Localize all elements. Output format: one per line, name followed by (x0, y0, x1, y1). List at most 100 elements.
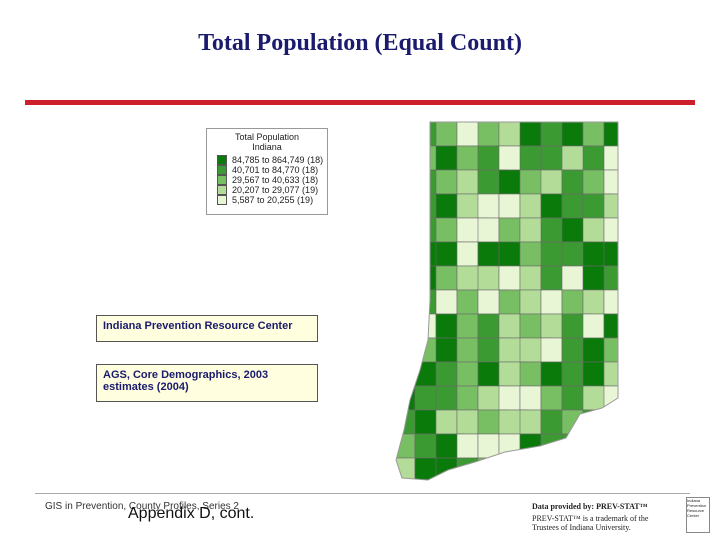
title: Total Population (Equal Count) (198, 30, 522, 56)
legend-entry: 40,701 to 84,770 (18) (217, 165, 327, 175)
legend-label: 29,567 to 40,633 (18) (232, 175, 319, 185)
county (414, 409, 437, 435)
county (540, 313, 563, 339)
county (477, 361, 500, 387)
county (582, 145, 605, 171)
county (540, 433, 563, 459)
county (603, 385, 618, 411)
county (498, 241, 521, 267)
county (414, 385, 437, 411)
county (435, 169, 458, 195)
county (603, 289, 618, 315)
county (477, 265, 500, 291)
series-text: GIS in Prevention, County Profiles, Seri… (45, 501, 239, 512)
county (477, 457, 508, 480)
county (519, 122, 542, 147)
county (456, 385, 479, 411)
county (435, 457, 458, 480)
county (519, 313, 542, 339)
county (414, 289, 437, 315)
legend-title: Total Population (234, 132, 300, 142)
county (582, 313, 605, 339)
county (540, 145, 563, 171)
county (396, 145, 416, 171)
county (603, 433, 618, 459)
legend-label: 20,207 to 29,077 (19) (232, 185, 319, 195)
county (456, 145, 479, 171)
county (519, 457, 542, 480)
county (414, 457, 437, 480)
county (456, 433, 479, 459)
county (396, 122, 416, 147)
county (396, 337, 416, 363)
legend-swatch (217, 195, 227, 205)
county (414, 169, 437, 195)
county (540, 337, 563, 363)
county (435, 193, 458, 219)
county (498, 433, 521, 459)
county (519, 145, 542, 171)
county (498, 217, 521, 243)
legend-entry: 29,567 to 40,633 (18) (217, 175, 327, 185)
legend: Total Population Indiana 84,785 to 864,7… (206, 128, 328, 215)
county (396, 289, 424, 315)
county (396, 385, 416, 411)
county (498, 385, 521, 411)
county (435, 289, 458, 315)
county (396, 313, 416, 339)
county (582, 457, 605, 480)
county (414, 433, 437, 459)
appendix-text: Appendix D, cont. (128, 505, 255, 522)
county (456, 313, 479, 339)
legend-label: 40,701 to 84,770 (18) (232, 165, 319, 175)
county (603, 265, 618, 291)
county (456, 361, 479, 387)
county (456, 409, 479, 435)
county (603, 409, 618, 435)
county (435, 265, 458, 291)
county (540, 409, 563, 435)
county (603, 217, 618, 243)
county (540, 385, 563, 411)
county (435, 385, 458, 411)
provided-text: Data provided by: PREV-STAT™ (532, 502, 648, 511)
county (603, 313, 618, 339)
county (582, 361, 605, 387)
county (561, 122, 584, 147)
county (456, 337, 479, 363)
county (456, 289, 479, 315)
county (540, 217, 563, 243)
county (561, 337, 584, 363)
county (456, 169, 479, 195)
county (396, 361, 416, 387)
footer-line (35, 493, 690, 494)
county (540, 361, 563, 387)
county (561, 193, 584, 219)
county (519, 385, 542, 411)
source-box: Indiana Prevention Resource Center (96, 315, 318, 342)
county (396, 217, 424, 243)
county (540, 457, 563, 480)
county (603, 145, 618, 171)
county (561, 457, 592, 480)
trademark-text: PREV-STAT™ is a trademark of the Trustee… (532, 514, 649, 532)
county (396, 169, 424, 195)
county (477, 433, 500, 459)
county (603, 169, 618, 195)
county (414, 313, 437, 339)
county (414, 265, 437, 291)
county (435, 122, 458, 147)
county (582, 169, 605, 195)
county (498, 313, 521, 339)
legend-swatch (217, 155, 227, 165)
county (582, 433, 613, 459)
county (435, 313, 458, 339)
county (477, 313, 500, 339)
county (477, 122, 500, 147)
county (435, 217, 458, 243)
county (498, 193, 521, 219)
county (582, 337, 605, 363)
county (435, 145, 458, 171)
county (561, 289, 584, 315)
